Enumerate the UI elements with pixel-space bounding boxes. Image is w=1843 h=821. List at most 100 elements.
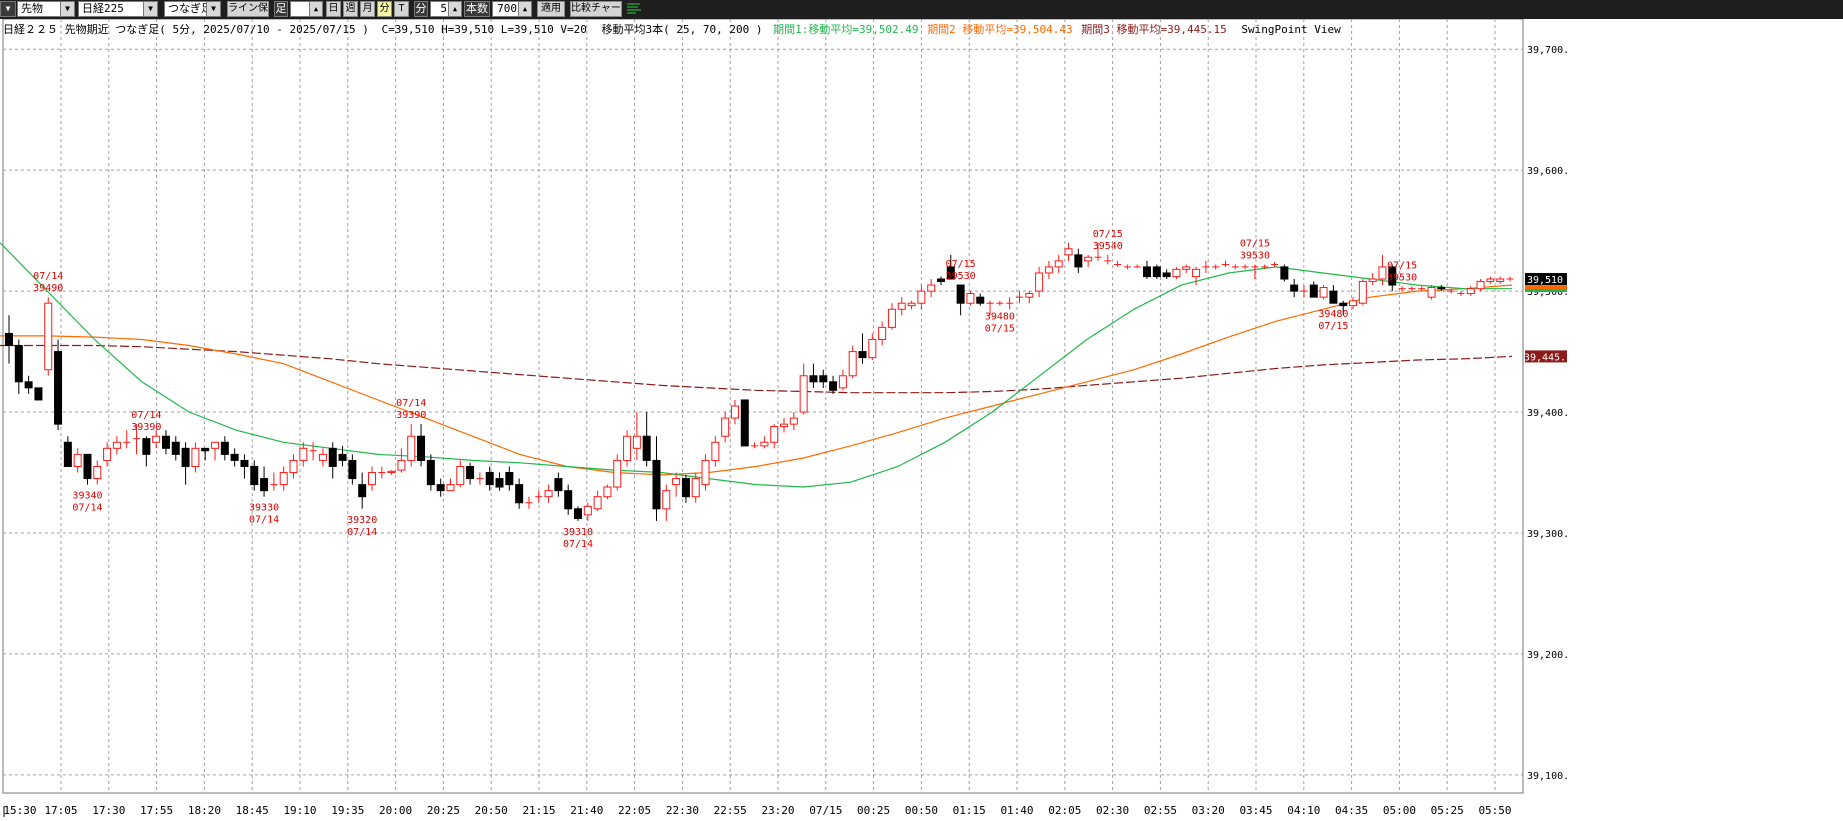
x-tick-label: 22:55 <box>714 804 747 817</box>
interval-field[interactable]: 5 ▲ <box>430 1 462 17</box>
period-week-button[interactable]: 週 <box>343 1 358 17</box>
x-tick-label: 05:50 <box>1478 804 1511 817</box>
candle-body <box>93 465 102 480</box>
candle-body <box>554 478 563 492</box>
swing-low-date: 07/15 <box>1318 321 1348 332</box>
candle-body <box>1074 254 1083 268</box>
candle-body <box>770 426 779 443</box>
candle-body <box>358 484 367 498</box>
swing-low-date: 07/14 <box>72 503 102 514</box>
swingpoint-view-label: SwingPoint View <box>1241 23 1341 36</box>
candle-body <box>1339 302 1348 307</box>
candle-body <box>505 472 514 486</box>
x-tick-label: 17:55 <box>140 804 173 817</box>
candle-body <box>809 375 818 383</box>
candle-body <box>5 332 13 347</box>
swing-high-date: 07/15 <box>946 259 976 270</box>
x-tick-label: 02:05 <box>1048 804 1081 817</box>
x-tick-label-first: 15:30 <box>3 804 36 817</box>
market-select-value: 先物 <box>21 2 43 15</box>
swing-high-date: 07/15 <box>1093 229 1123 240</box>
last-price-tag <box>1525 273 1567 286</box>
swing-high-price: 39530 <box>946 271 976 282</box>
count-field[interactable]: 700 ▲ <box>492 1 532 17</box>
candle-body <box>387 470 396 474</box>
candle-body <box>927 284 936 292</box>
x-tick-label: 00:50 <box>905 804 938 817</box>
period-minute-button[interactable]: 分 <box>377 1 392 17</box>
price-chart[interactable]: 07/14394903934007/1407/14393903933007/14… <box>0 19 1843 821</box>
market-select[interactable]: 先物 ▼ <box>17 1 75 17</box>
candle-body <box>623 435 632 461</box>
swing-high-price: 39490 <box>33 283 63 294</box>
ma3-readout: 期間3 移動平均=39,445.15 <box>1081 23 1227 36</box>
spin-icon[interactable]: ▲ <box>518 2 531 16</box>
spin-icon[interactable]: ▲ <box>448 2 461 16</box>
candle-body <box>1349 300 1358 307</box>
candle-body <box>112 441 121 449</box>
ma2-tag <box>1525 285 1567 290</box>
swing-low-price: 39320 <box>347 515 377 526</box>
candle-body <box>485 472 494 486</box>
candle-body <box>142 438 151 455</box>
candle-body <box>367 472 376 486</box>
ma2-line <box>0 284 1513 476</box>
candle-body <box>426 459 435 486</box>
chart-type-select[interactable]: つなぎ足 ▼ <box>164 1 221 17</box>
ma1-readout: 期間1:移動平均=39,502.49 <box>773 23 919 36</box>
ma3-price-label: 39,445. <box>1524 352 1566 363</box>
plot-frame <box>2 19 1524 794</box>
apply-button[interactable]: 適用 <box>537 1 565 17</box>
candle-body <box>946 266 955 280</box>
candle-body <box>799 375 808 413</box>
candle-body <box>544 490 553 498</box>
swing-low-date: 07/14 <box>563 539 593 550</box>
ma1-path <box>0 242 1512 488</box>
candle-body <box>1437 286 1446 290</box>
candle-body <box>436 484 445 492</box>
candle-body <box>721 417 730 437</box>
save-line-button[interactable]: ライン保存 <box>227 1 269 17</box>
candle-body <box>446 484 455 492</box>
period-tick-button[interactable]: T <box>394 1 409 17</box>
candle-body <box>917 290 926 304</box>
period-month-button[interactable]: 月 <box>360 1 375 17</box>
x-tick-label: 17:30 <box>92 804 125 817</box>
candle-body <box>63 441 72 467</box>
candle-body <box>1368 278 1377 282</box>
candle-body <box>34 387 43 401</box>
swing-high-date: 07/15 <box>1240 239 1270 250</box>
symbol-select[interactable]: 日経225 ▼ <box>78 1 158 17</box>
candle-body <box>152 435 161 443</box>
spin-icon[interactable]: ▲ <box>309 2 322 16</box>
x-axis: 17:05 17:30 17:55 18:20 18:45 19:10 19:35 20:00… <box>3 804 1512 817</box>
candle-body <box>1388 266 1397 286</box>
y-tick-label: 39,700. <box>1527 45 1569 56</box>
menu-dropdown-icon[interactable]: ▼ <box>0 1 16 17</box>
compare-chart-button[interactable]: 比較チャート <box>570 1 622 17</box>
candle-body <box>230 453 239 461</box>
candle-body <box>1427 286 1436 298</box>
indicator-icon[interactable] <box>626 1 642 17</box>
candle-body <box>250 465 259 486</box>
x-tick-label: 20:00 <box>379 804 412 817</box>
x-tick-label: 04:35 <box>1335 804 1368 817</box>
interval-value: 5 <box>440 2 447 15</box>
ma1-line <box>0 242 1512 488</box>
swing-low-date: 07/14 <box>249 515 279 526</box>
x-tick-label: 03:20 <box>1192 804 1225 817</box>
candle-body <box>1182 266 1191 270</box>
candle-body <box>201 447 210 452</box>
chevron-down-icon: ▼ <box>60 2 74 16</box>
candle-body <box>1486 278 1495 282</box>
candle-body <box>603 486 612 498</box>
chart-info-bar: 日経２２５ 先物期近 つなぎ足( 5分, 2025/07/10 - 2025/0… <box>3 21 1341 37</box>
candle-body <box>936 278 945 282</box>
candle-body <box>83 453 92 480</box>
candle-body <box>1143 266 1152 278</box>
candle-body <box>730 405 739 419</box>
y-tick-label: 39,600. <box>1527 166 1569 177</box>
ashi-value-field[interactable]: ▲ <box>290 1 323 17</box>
period-day-button[interactable]: 日 <box>326 1 341 17</box>
grid <box>2 19 1524 794</box>
